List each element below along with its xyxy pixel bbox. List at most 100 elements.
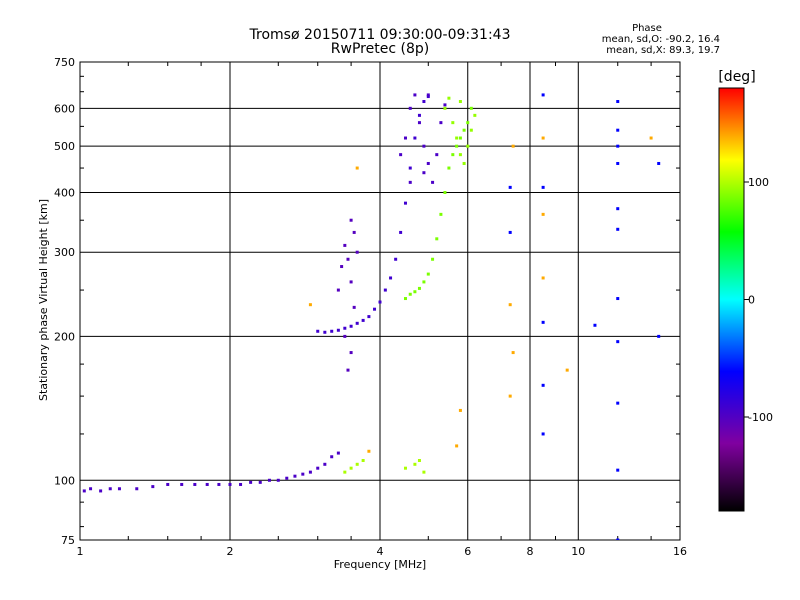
data-point	[373, 307, 377, 311]
data-point	[367, 449, 371, 453]
data-point	[616, 340, 620, 344]
colorbar	[718, 87, 745, 512]
data-point	[413, 290, 417, 294]
phase-stats-x: mean, sd,X: 89.3, 19.7	[606, 45, 720, 56]
data-point	[89, 487, 93, 491]
data-point	[394, 257, 398, 261]
data-point	[343, 334, 347, 338]
data-point	[349, 218, 353, 222]
data-point	[616, 401, 620, 405]
colorbar-ticks: 100 0 -100	[744, 176, 773, 424]
data-point	[426, 95, 430, 99]
x-tick-label: 10	[571, 545, 585, 558]
x-axis-ticks: 1 2 4 6 8 10 16	[77, 62, 687, 558]
y-axis-label: Stationary phase Virtual Height [km]	[37, 199, 50, 401]
data-point	[349, 466, 353, 470]
data-point	[330, 329, 334, 333]
data-point	[511, 351, 515, 355]
data-point	[316, 329, 320, 333]
data-point	[443, 106, 447, 110]
data-point	[389, 276, 393, 280]
data-point	[616, 100, 620, 104]
data-point	[205, 482, 209, 486]
data-point	[541, 212, 545, 216]
data-point	[616, 227, 620, 231]
data-point	[616, 207, 620, 211]
data-point	[355, 250, 359, 254]
data-point	[422, 280, 426, 284]
data-point	[408, 106, 412, 110]
data-point	[336, 451, 340, 455]
data-point	[422, 144, 426, 148]
data-point	[451, 153, 455, 157]
data-point	[541, 185, 545, 189]
data-point	[403, 136, 407, 140]
data-point	[301, 472, 305, 476]
data-point	[422, 470, 426, 474]
data-point	[135, 487, 139, 491]
y-tick-label: 75	[61, 534, 75, 547]
data-point	[422, 171, 426, 175]
y-tick-label: 100	[54, 474, 75, 487]
data-point	[343, 243, 347, 247]
data-point	[378, 300, 382, 304]
data-point	[403, 297, 407, 301]
data-point	[473, 113, 477, 117]
data-point	[508, 185, 512, 189]
data-point	[616, 297, 620, 301]
data-point	[349, 351, 353, 355]
data-point	[316, 466, 320, 470]
x-tick-label: 8	[527, 545, 534, 558]
y-axis-ticks: 75 100 200 300 400 500 600 750	[54, 56, 680, 547]
data-point	[117, 487, 121, 491]
data-point	[413, 462, 417, 466]
data-point	[361, 458, 365, 462]
colorbar-tick-label: 0	[748, 294, 755, 307]
data-point	[431, 180, 435, 184]
data-point	[323, 330, 327, 334]
data-point	[508, 303, 512, 307]
data-point	[355, 166, 359, 170]
data-point	[458, 100, 462, 104]
data-point	[346, 257, 350, 261]
data-point	[541, 276, 545, 280]
colorbar-tick-label: 100	[748, 176, 769, 189]
data-point	[508, 394, 512, 398]
data-point	[451, 121, 455, 125]
data-point	[657, 334, 661, 338]
data-point	[565, 368, 569, 372]
data-point	[508, 230, 512, 234]
data-point	[99, 489, 103, 493]
data-point	[455, 144, 459, 148]
data-point	[413, 136, 417, 140]
y-tick-label: 400	[54, 186, 75, 199]
data-point	[323, 462, 327, 466]
phase-stats-o: mean, sd,O: -90.2, 16.4	[602, 34, 720, 45]
data-point	[403, 201, 407, 205]
data-point	[355, 462, 359, 466]
colorbar-unit-label: [deg]	[718, 69, 755, 85]
x-tick-label: 2	[227, 545, 234, 558]
data-point	[276, 478, 280, 482]
data-point	[217, 482, 221, 486]
data-point	[349, 280, 353, 284]
data-point	[541, 383, 545, 387]
data-point	[343, 326, 347, 330]
data-point	[443, 190, 447, 194]
data-point	[349, 324, 353, 328]
data-point	[308, 470, 312, 474]
data-point	[308, 303, 312, 307]
data-points	[82, 93, 661, 540]
data-point	[458, 153, 462, 157]
data-point	[340, 265, 344, 269]
data-point	[108, 487, 112, 491]
data-point	[455, 136, 459, 140]
data-point	[447, 96, 451, 100]
data-point	[462, 128, 466, 132]
x-axis-label: Frequency [MHz]	[334, 558, 426, 571]
data-point	[346, 368, 350, 372]
y-tick-label: 750	[54, 56, 75, 69]
data-point	[649, 136, 653, 140]
data-point	[439, 212, 443, 216]
data-point	[352, 305, 356, 309]
